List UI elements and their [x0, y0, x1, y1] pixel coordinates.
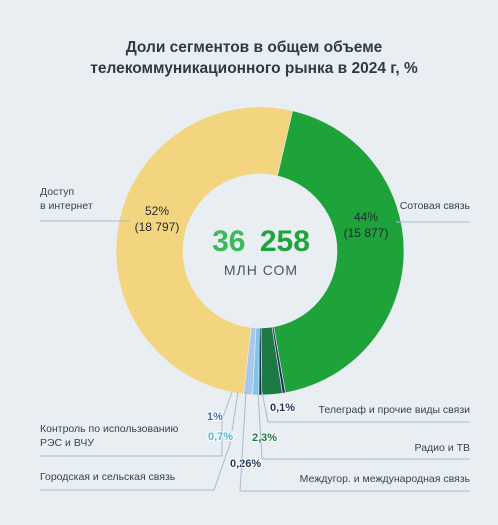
chart-title-line-1: Доли сегментов в общем объеме: [126, 39, 383, 56]
slice-label-cellular-pct: 44%: [354, 210, 378, 224]
leader-radio: [257, 391, 263, 460]
category-label-internet-2: в интернет: [40, 200, 93, 212]
category-label-radio: Радио и ТВ: [415, 442, 470, 454]
slice-label-internet-value: (18 797): [135, 220, 180, 234]
slice-label-internet-pct: 52%: [145, 204, 169, 218]
category-label-kontrol-1: Контроль по использованию: [40, 423, 178, 435]
center-total-part1: 36: [212, 225, 245, 258]
pct-label-gorod: 0,7%: [208, 431, 233, 443]
chart-title-line-2: телекоммуникационного рынка в 2024 г, %: [90, 60, 418, 77]
pct-label-kontrol: 1%: [207, 411, 223, 423]
pct-label-mezhdugor: 0,26%: [230, 458, 261, 470]
pct-label-telegraf: 0,1%: [270, 402, 295, 414]
leader-mezhdugor: [239, 391, 247, 492]
category-label-cellular: Сотовая связь: [400, 200, 471, 212]
category-label-telegraf: Телеграф и прочие виды связи: [319, 404, 471, 416]
center-unit: МЛН СОМ: [224, 262, 298, 278]
category-label-internet-1: Доступ: [40, 186, 74, 198]
center-total: 36 258: [212, 225, 310, 258]
donut-slices: [115, 106, 405, 396]
leader-telegraf: [261, 391, 269, 423]
category-label-gorod: Городская и сельская связь: [40, 471, 176, 483]
slice-label-cellular-value: (15 877): [344, 226, 389, 240]
category-label-mezhdugor: Междугор. и международная связь: [300, 473, 471, 485]
pct-label-radio: 2,3%: [252, 432, 277, 444]
leader-gorod: [213, 391, 239, 491]
category-label-kontrol-2: РЭС и ВЧУ: [40, 437, 94, 449]
leader-kontrol: [221, 391, 233, 456]
donut-hole: [183, 174, 337, 328]
center-total-part2: 258: [260, 225, 310, 258]
